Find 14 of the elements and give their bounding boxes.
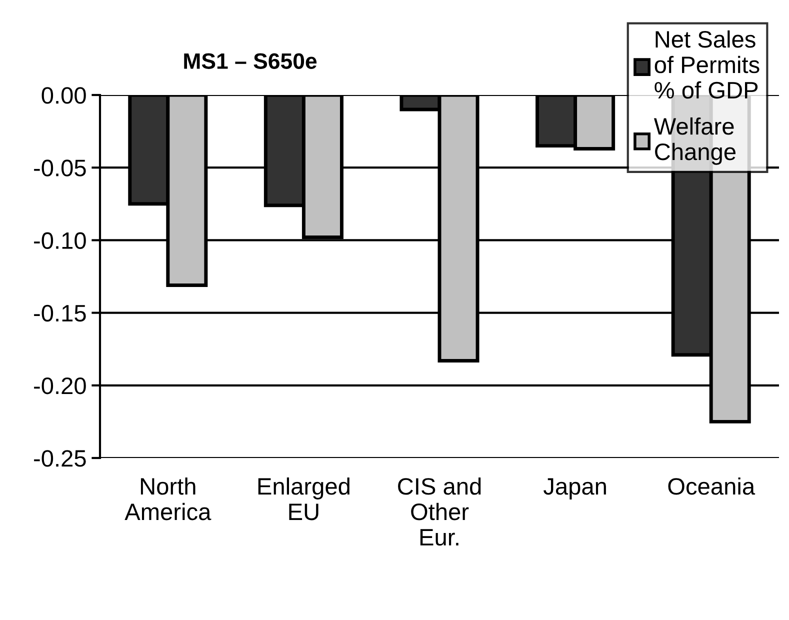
legend-label: Welfare Change (654, 117, 736, 165)
chart-title: MS1 – S650e (184, 53, 317, 69)
x-tick-label: CIS and Other Eur. (398, 477, 481, 546)
x-tick-label: North America (124, 477, 212, 520)
y-tick-label: -0.15 (34, 304, 86, 322)
y-tick-label: -0.05 (34, 160, 86, 176)
y-tick-label: -0.25 (34, 450, 86, 467)
x-tick-label: Enlarged EU (258, 477, 350, 520)
x-tick-label: Oceania (668, 477, 756, 495)
legend-label: Net Sales of Permits % of GDP (654, 30, 760, 99)
x-tick-label: Japan (544, 478, 606, 500)
y-tick-label: -0.10 (34, 232, 86, 249)
y-tick-label: 0.00 (42, 87, 86, 104)
y-tick-label: -0.20 (34, 377, 86, 394)
